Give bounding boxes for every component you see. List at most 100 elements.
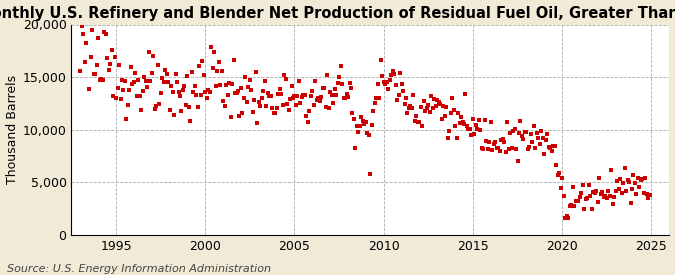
Point <box>383 87 394 92</box>
Point <box>167 90 178 94</box>
Point <box>393 92 404 97</box>
Point <box>190 84 200 88</box>
Point <box>290 103 301 108</box>
Point <box>76 24 87 28</box>
Point <box>354 123 365 128</box>
Point <box>520 130 531 134</box>
Point <box>173 90 184 95</box>
Point <box>95 78 105 83</box>
Point <box>148 53 159 58</box>
Point <box>300 92 310 97</box>
Point <box>105 62 115 66</box>
Point <box>75 69 86 74</box>
Point <box>363 133 374 138</box>
Point <box>490 140 501 144</box>
Point <box>524 145 535 149</box>
Point <box>346 86 356 90</box>
Point <box>180 103 191 108</box>
Point <box>134 94 145 98</box>
Point <box>230 91 240 95</box>
Point <box>558 194 569 199</box>
Point <box>597 190 608 194</box>
Point <box>573 199 584 204</box>
Point <box>196 93 207 97</box>
Point <box>645 193 655 197</box>
Point <box>608 201 618 206</box>
Point <box>438 104 449 108</box>
Point <box>252 121 263 125</box>
Point <box>242 100 252 104</box>
Point <box>331 93 342 97</box>
Point <box>179 84 190 88</box>
Point <box>323 105 334 110</box>
Point <box>126 65 136 69</box>
Point <box>631 192 642 196</box>
Point <box>91 63 102 68</box>
Point <box>212 69 223 73</box>
Point <box>591 189 601 194</box>
Point <box>124 88 135 92</box>
Point <box>340 96 350 100</box>
Point <box>381 79 392 84</box>
Point <box>359 122 370 126</box>
Point <box>207 66 218 70</box>
Point <box>205 90 215 95</box>
Point <box>472 127 483 132</box>
Point <box>288 96 298 101</box>
Point <box>360 120 371 124</box>
Point <box>255 104 266 108</box>
Point <box>233 89 244 93</box>
Point <box>338 96 349 100</box>
Point <box>133 77 144 82</box>
Point <box>564 204 575 208</box>
Point <box>574 195 585 199</box>
Point <box>182 74 193 78</box>
Point <box>316 94 327 99</box>
Point <box>275 92 286 96</box>
Point <box>82 4 93 8</box>
Point <box>240 75 251 79</box>
Point <box>352 124 362 128</box>
Point <box>256 96 267 101</box>
Point <box>508 128 518 133</box>
Point <box>634 185 645 189</box>
Point <box>132 94 142 98</box>
Point <box>621 189 632 193</box>
Point <box>285 97 296 101</box>
Point <box>500 150 511 155</box>
Point <box>392 98 402 102</box>
Point <box>576 191 587 195</box>
Point <box>353 130 364 135</box>
Point <box>632 175 643 180</box>
Point <box>426 94 437 98</box>
Point <box>128 80 139 85</box>
Point <box>154 102 165 106</box>
Point <box>88 72 99 76</box>
Point <box>109 54 120 59</box>
Point <box>264 94 275 98</box>
Point <box>157 76 167 80</box>
Point <box>594 175 605 180</box>
Point <box>491 146 502 150</box>
Point <box>292 94 303 98</box>
Point <box>427 106 438 110</box>
Title: Monthly U.S. Refinery and Blender Net Production of Residual Fuel Oil, Greater T: Monthly U.S. Refinery and Blender Net Pr… <box>0 6 675 21</box>
Point <box>400 96 411 100</box>
Point <box>130 70 141 75</box>
Point <box>194 64 205 68</box>
Point <box>308 103 319 107</box>
Point <box>450 124 460 129</box>
Point <box>236 85 246 90</box>
Point <box>225 115 236 119</box>
Point <box>337 82 348 86</box>
Point <box>588 190 599 194</box>
Point <box>86 54 97 59</box>
Point <box>192 105 203 109</box>
Point <box>286 84 297 88</box>
Point <box>184 105 194 109</box>
Point <box>421 106 432 110</box>
Point <box>151 103 161 108</box>
Point <box>153 63 163 68</box>
Point <box>640 176 651 180</box>
Point <box>618 181 628 185</box>
